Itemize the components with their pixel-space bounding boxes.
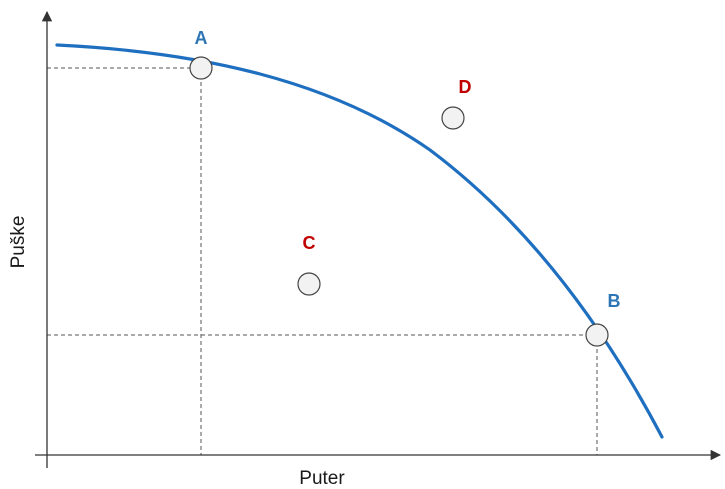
point-a-label: A xyxy=(195,28,208,48)
guide-lines xyxy=(47,67,598,455)
point-b-marker xyxy=(585,323,609,347)
ppf-curve xyxy=(55,43,664,439)
x-axis-label: Puter xyxy=(299,468,345,489)
point-c-label: C xyxy=(303,233,316,253)
y-axis-label: Puške xyxy=(8,216,29,269)
point-a-marker xyxy=(189,56,213,80)
point-d-label: D xyxy=(459,77,472,97)
point-c-marker xyxy=(297,272,321,296)
point-d-marker xyxy=(441,106,465,130)
point-b-label: B xyxy=(608,291,621,311)
